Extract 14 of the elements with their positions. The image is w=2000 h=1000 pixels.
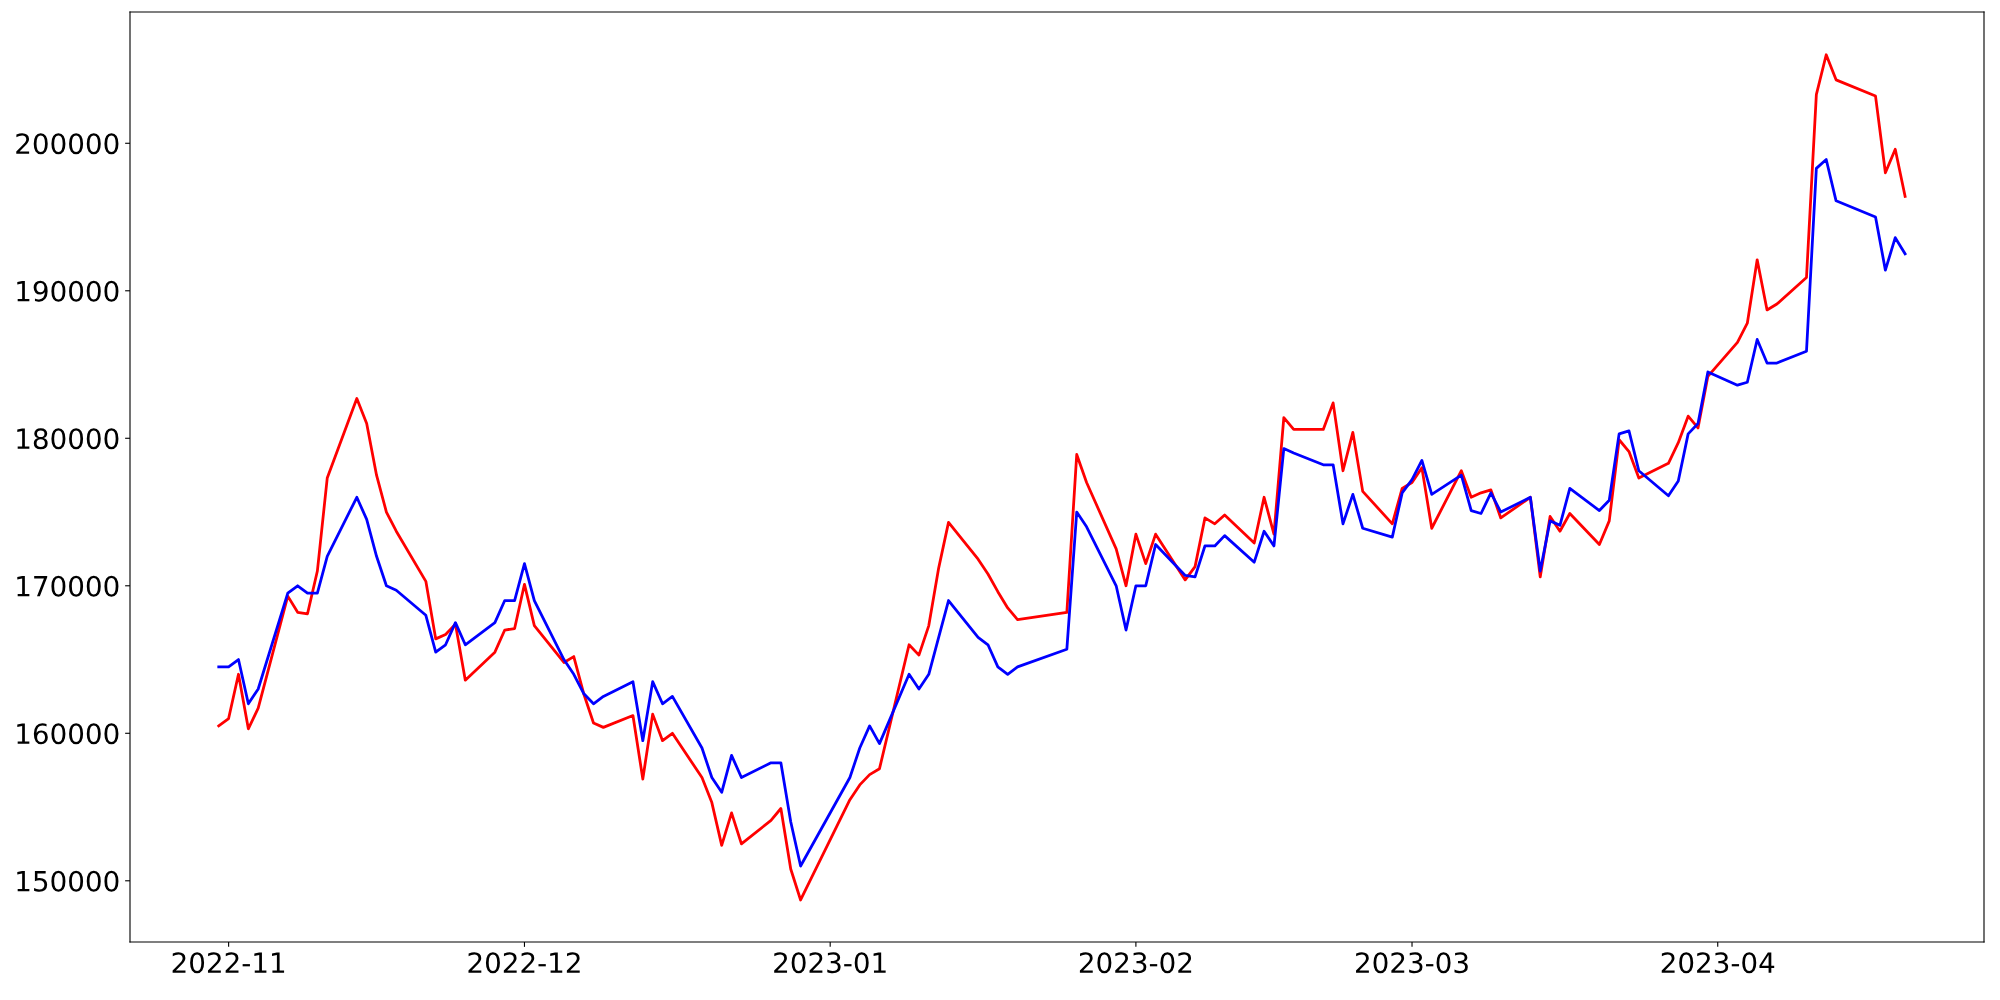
x-tick-label: 2023-01: [774, 952, 886, 974]
y-tick-label: 160000: [17, 723, 119, 745]
y-tick-label: 150000: [17, 870, 119, 892]
y-tick-label: 170000: [17, 575, 119, 597]
x-tick-label: 2023-04: [1661, 952, 1775, 974]
x-tick-label: 2023-02: [1079, 952, 1192, 974]
x-tick-label: 2023-03: [1356, 952, 1468, 974]
y-tick-label: 190000: [17, 280, 119, 302]
y-tick-label: 180000: [17, 428, 119, 450]
y-tick-label: 200000: [16, 133, 119, 155]
x-tick-label: 2022-12: [468, 952, 580, 974]
x-tick-label: 2022-11: [172, 952, 285, 974]
line-series: [217, 53, 1907, 902]
line-series: [217, 158, 1907, 868]
